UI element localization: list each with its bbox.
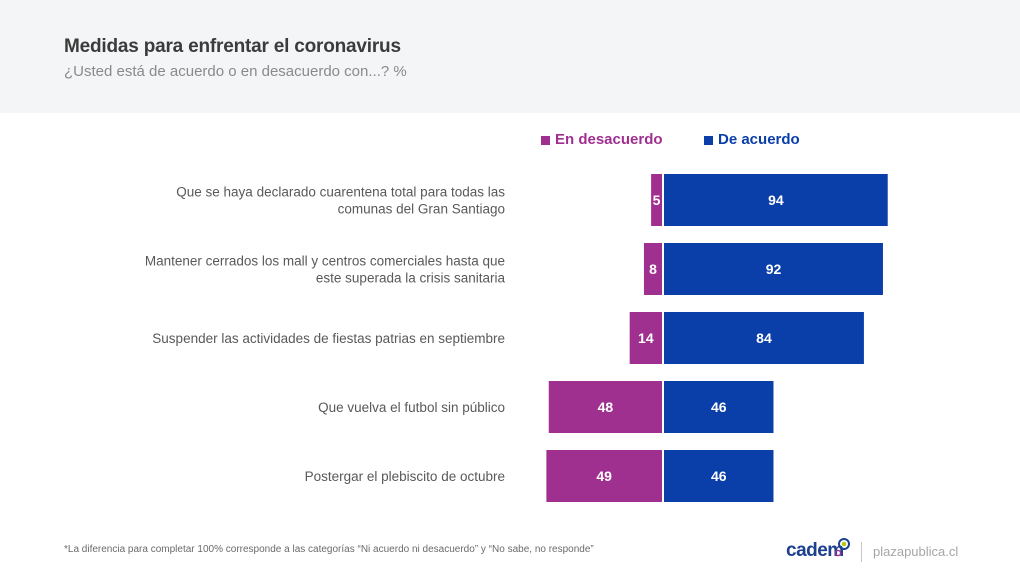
header-band: Medidas para enfrentar el coronavirus ¿U…: [0, 0, 1020, 113]
legend-item-acuerdo: De acuerdo: [704, 131, 800, 148]
value-label-desacuerdo: 14: [638, 330, 654, 346]
value-label-acuerdo: 92: [766, 261, 782, 277]
category-label: Que se haya declarado cuarentena total p…: [176, 185, 505, 200]
bar-acuerdo: [664, 174, 888, 226]
legend-item-desacuerdo: En desacuerdo: [541, 131, 663, 148]
bar-desacuerdo: [548, 381, 662, 433]
value-label-acuerdo: 94: [768, 192, 784, 208]
category-label: Que vuelva el futbol sin público: [318, 400, 505, 415]
bar-acuerdo: [664, 243, 883, 295]
cadem-logo-mark-icon: [835, 538, 850, 557]
value-label-acuerdo: 84: [756, 330, 772, 346]
category-label: Postergar el plebiscito de octubre: [305, 469, 505, 484]
bar-desacuerdo: [546, 450, 662, 502]
value-label-desacuerdo: 49: [596, 468, 612, 484]
cadem-logo: cadem: [786, 540, 844, 561]
category-label: este superada la crisis sanitaria: [316, 271, 506, 286]
category-label: Mantener cerrados los mall y centros com…: [145, 254, 505, 269]
bar-acuerdo: [664, 312, 864, 364]
value-label-desacuerdo: 5: [653, 192, 661, 208]
chart-title: Medidas para enfrentar el coronavirus: [64, 36, 401, 57]
category-label: comunas del Gran Santiago: [338, 202, 505, 217]
legend-swatch-desacuerdo: [541, 136, 550, 145]
legend-label-acuerdo: De acuerdo: [718, 131, 800, 148]
footnote: *La diferencia para completar 100% corre…: [64, 544, 594, 555]
value-label-desacuerdo: 48: [598, 399, 614, 415]
category-label: Suspender las actividades de fiestas pat…: [152, 331, 505, 346]
legend-swatch-acuerdo: [704, 136, 713, 145]
chart-subtitle: ¿Usted está de acuerdo o en desacuerdo c…: [64, 63, 407, 80]
bar-desacuerdo: [629, 312, 662, 364]
bar-acuerdo: [664, 450, 774, 502]
legend-label-desacuerdo: En desacuerdo: [555, 131, 663, 148]
bar-desacuerdo: [643, 243, 662, 295]
bar-acuerdo: [664, 381, 774, 433]
value-label-desacuerdo: 8: [649, 261, 657, 277]
bar-desacuerdo: [651, 174, 662, 226]
footer-divider: [861, 542, 862, 562]
value-label-acuerdo: 46: [711, 399, 727, 415]
value-label-acuerdo: 46: [711, 468, 727, 484]
site-link[interactable]: plazapublica.cl: [873, 544, 959, 559]
